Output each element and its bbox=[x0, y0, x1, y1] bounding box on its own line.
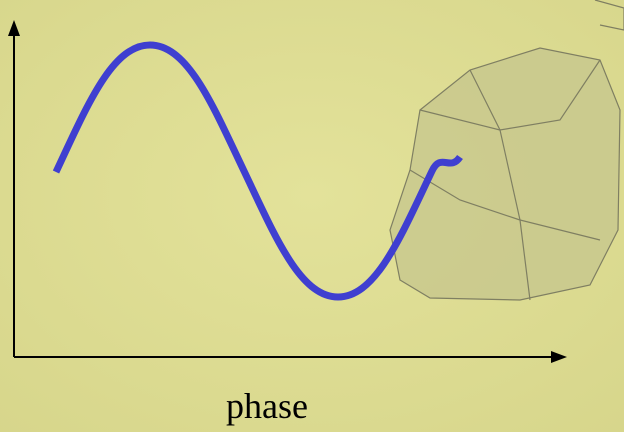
x-axis-arrow bbox=[551, 351, 567, 363]
rock-illustration bbox=[389, 0, 624, 301]
sine-wave bbox=[52, 41, 463, 301]
x-axis-label: phase bbox=[226, 386, 308, 426]
axes bbox=[13, 32, 555, 358]
y-axis-arrow bbox=[8, 20, 20, 36]
